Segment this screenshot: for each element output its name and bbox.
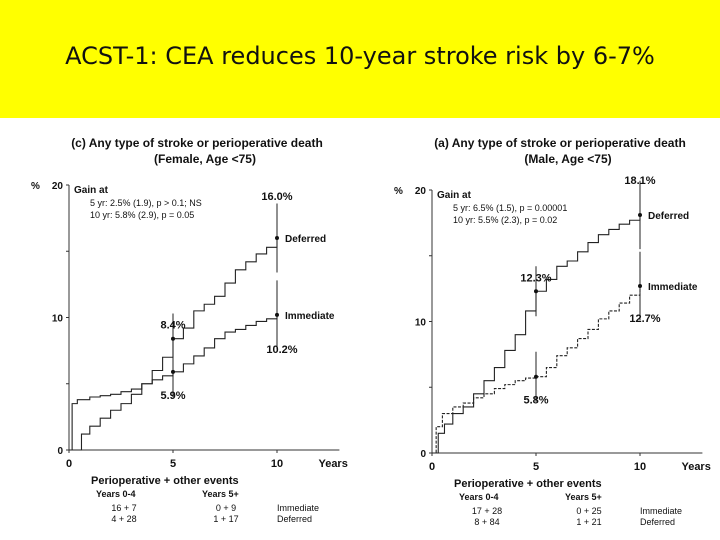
p1-deferred-point-10 (275, 236, 279, 240)
p1-events-imm-1: 16 + 7 (111, 503, 136, 513)
p1-events-def-1: 4 + 28 (111, 514, 136, 524)
p2-immediate-point-5 (534, 374, 538, 379)
p1-events-row-deferred: Deferred (277, 514, 312, 524)
p2-events-heading: Perioperative + other events (454, 478, 602, 490)
slide-title: ACST-1: CEA reduces 10-year stroke risk … (65, 42, 655, 70)
p2-immediate-val-10yr: 12.7% (629, 313, 660, 325)
p2-events-imm-2: 0 + 25 (576, 506, 601, 516)
p1-immediate-point-10 (275, 312, 279, 317)
p1-x-axis-label: Years (318, 458, 347, 470)
p2-deferred-end-label: Deferred (648, 211, 689, 222)
p2-y-tick-label: 20 (415, 186, 427, 197)
p2-immediate-val-5yr: 5.8% (523, 395, 548, 407)
p1-immediate-end-label: Immediate (285, 311, 335, 322)
p2-series-deferred (432, 214, 641, 454)
p2-gain-10yr: 10 yr: 5.5% (2.3), p = 0.02 (453, 215, 557, 225)
p1-x-tick-label: 10 (271, 458, 283, 470)
p1-immediate-val-10yr: 10.2% (266, 344, 297, 356)
p1-events-imm-2: 0 + 9 (216, 503, 236, 513)
p1-chart-title: (c) Any type of stroke or perioperative … (71, 136, 323, 150)
p2-immediate-end-label: Immediate (648, 282, 698, 293)
p2-series-immediate (432, 285, 641, 454)
p2-y-tick-label: 10 (415, 318, 427, 329)
p1-events-heading: Perioperative + other events (91, 475, 239, 487)
p1-deferred-point-5 (171, 336, 175, 341)
p1-x-tick-label: 0 (66, 458, 72, 470)
p2-deferred-val-10yr: 18.1% (624, 175, 655, 187)
p1-deferred-val-10yr: 16.0% (261, 191, 292, 203)
p2-gain-heading: Gain at (437, 190, 472, 201)
p2-deferred-val-5yr: 12.3% (520, 272, 551, 284)
p1-events-col1: Years 0-4 (96, 489, 136, 499)
p1-gain-10yr: 10 yr: 5.8% (2.9), p = 0.05 (90, 210, 194, 220)
p2-events-col2: Years 5+ (565, 492, 602, 502)
p2-chart-title: (a) Any type of stroke or perioperative … (434, 136, 686, 150)
p2-events-col1: Years 0-4 (459, 492, 499, 502)
p1-deferred-val-5yr: 8.4% (160, 320, 185, 332)
p1-events-def-2: 1 + 17 (213, 514, 238, 524)
title-banner (0, 0, 720, 118)
p1-chart-subtitle: (Female, Age <75) (154, 152, 256, 166)
p1-y-tick-label: 10 (52, 314, 64, 325)
p1-y-axis-label: % (31, 181, 40, 192)
p2-immediate-point-10 (638, 283, 642, 288)
p2-events-row-deferred: Deferred (640, 517, 675, 527)
p2-x-axis-label: Years (681, 461, 710, 473)
p1-x-tick-label: 5 (170, 458, 176, 470)
p2-x-tick-label: 10 (634, 461, 646, 473)
p1-deferred-end-label: Deferred (285, 234, 326, 245)
p2-chart-subtitle: (Male, Age <75) (524, 152, 611, 166)
p1-immediate-point-5 (171, 369, 175, 374)
p1-events-col2: Years 5+ (202, 489, 239, 499)
p2-x-tick-label: 5 (533, 461, 539, 473)
p2-events-def-2: 1 + 21 (576, 517, 601, 527)
p1-immediate-val-5yr: 5.9% (160, 390, 185, 402)
p2-y-tick-label: 0 (420, 449, 426, 460)
p2-deferred-point-5 (534, 289, 538, 294)
p2-events-imm-1: 17 + 28 (472, 506, 502, 516)
p1-y-tick-label: 20 (52, 181, 64, 192)
p1-gain-heading: Gain at (74, 185, 109, 196)
p2-gain-5yr: 5 yr: 6.5% (1.5), p = 0.00001 (453, 203, 567, 213)
p2-events-def-1: 8 + 84 (474, 517, 499, 527)
p1-events-row-immediate: Immediate (277, 503, 319, 513)
p1-gain-5yr: 5 yr: 2.5% (1.9), p > 0.1; NS (90, 198, 202, 208)
p2-events-row-immediate: Immediate (640, 506, 682, 516)
p1-y-tick-label: 0 (57, 446, 63, 457)
p2-deferred-point-10 (638, 212, 642, 217)
p2-x-tick-label: 0 (429, 461, 435, 473)
p2-y-axis-label: % (394, 186, 403, 197)
